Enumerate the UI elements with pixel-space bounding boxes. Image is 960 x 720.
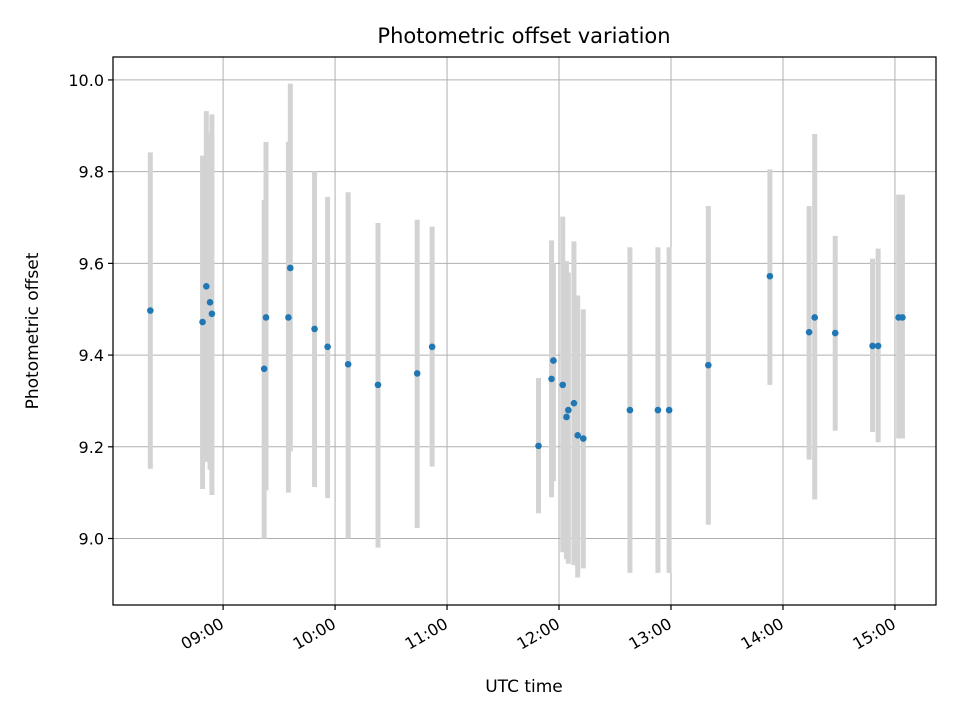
data-point xyxy=(563,413,570,421)
x-axis-label: UTC time xyxy=(485,677,563,697)
data-point xyxy=(262,314,270,321)
data-point xyxy=(285,314,292,321)
x-tick-label: 09:00 xyxy=(178,614,227,654)
y-axis-label: Photometric offset xyxy=(23,252,43,409)
data-point xyxy=(206,299,214,306)
x-tick-label: 14:00 xyxy=(738,614,787,654)
data-point xyxy=(579,435,587,442)
data-point xyxy=(311,325,318,333)
data-point xyxy=(413,370,421,377)
data-point xyxy=(874,342,882,350)
data-point xyxy=(766,272,774,280)
data-point xyxy=(705,361,712,369)
data-point xyxy=(548,375,555,383)
data-point xyxy=(626,406,634,414)
y-tick-label: 10.0 xyxy=(68,71,104,90)
x-tick-label: 15:00 xyxy=(850,614,899,654)
chart-title: Photometric offset variation xyxy=(377,24,670,48)
y-tick-label: 9.6 xyxy=(79,254,104,273)
x-tick-label: 13:00 xyxy=(626,614,675,654)
data-point xyxy=(869,342,876,350)
data-point xyxy=(574,432,581,439)
x-tick-label: 11:00 xyxy=(402,614,451,654)
data-point xyxy=(811,314,818,321)
data-point xyxy=(665,406,673,414)
data-point xyxy=(374,381,382,389)
data-points xyxy=(147,264,906,450)
data-point xyxy=(344,360,352,368)
data-point xyxy=(208,310,216,318)
x-tick-label: 12:00 xyxy=(514,614,563,654)
data-point xyxy=(570,399,578,407)
data-point xyxy=(899,314,906,321)
x-tick-label: 10:00 xyxy=(290,614,339,654)
data-point xyxy=(203,282,210,290)
data-point xyxy=(147,307,154,314)
y-tick-label: 9.8 xyxy=(79,163,104,182)
data-point xyxy=(286,264,294,272)
axis-ticks: 09:00 10:00 11:00 12:00 13:00 14:00 15:00 9.0 9.… xyxy=(68,71,899,654)
data-point xyxy=(831,329,839,337)
data-point xyxy=(654,406,662,414)
plot-area-frame xyxy=(112,56,937,606)
data-point xyxy=(535,442,542,450)
y-tick-label: 9.0 xyxy=(79,530,104,549)
data-point xyxy=(199,318,206,326)
data-point xyxy=(805,328,813,336)
data-point xyxy=(550,357,557,364)
data-point xyxy=(428,343,436,351)
data-point xyxy=(260,365,268,373)
data-point xyxy=(559,381,567,389)
error-bars xyxy=(147,83,905,578)
y-tick-label: 9.4 xyxy=(79,346,104,365)
data-point xyxy=(324,343,331,351)
y-tick-label: 9.2 xyxy=(79,438,104,457)
data-point xyxy=(565,406,572,414)
